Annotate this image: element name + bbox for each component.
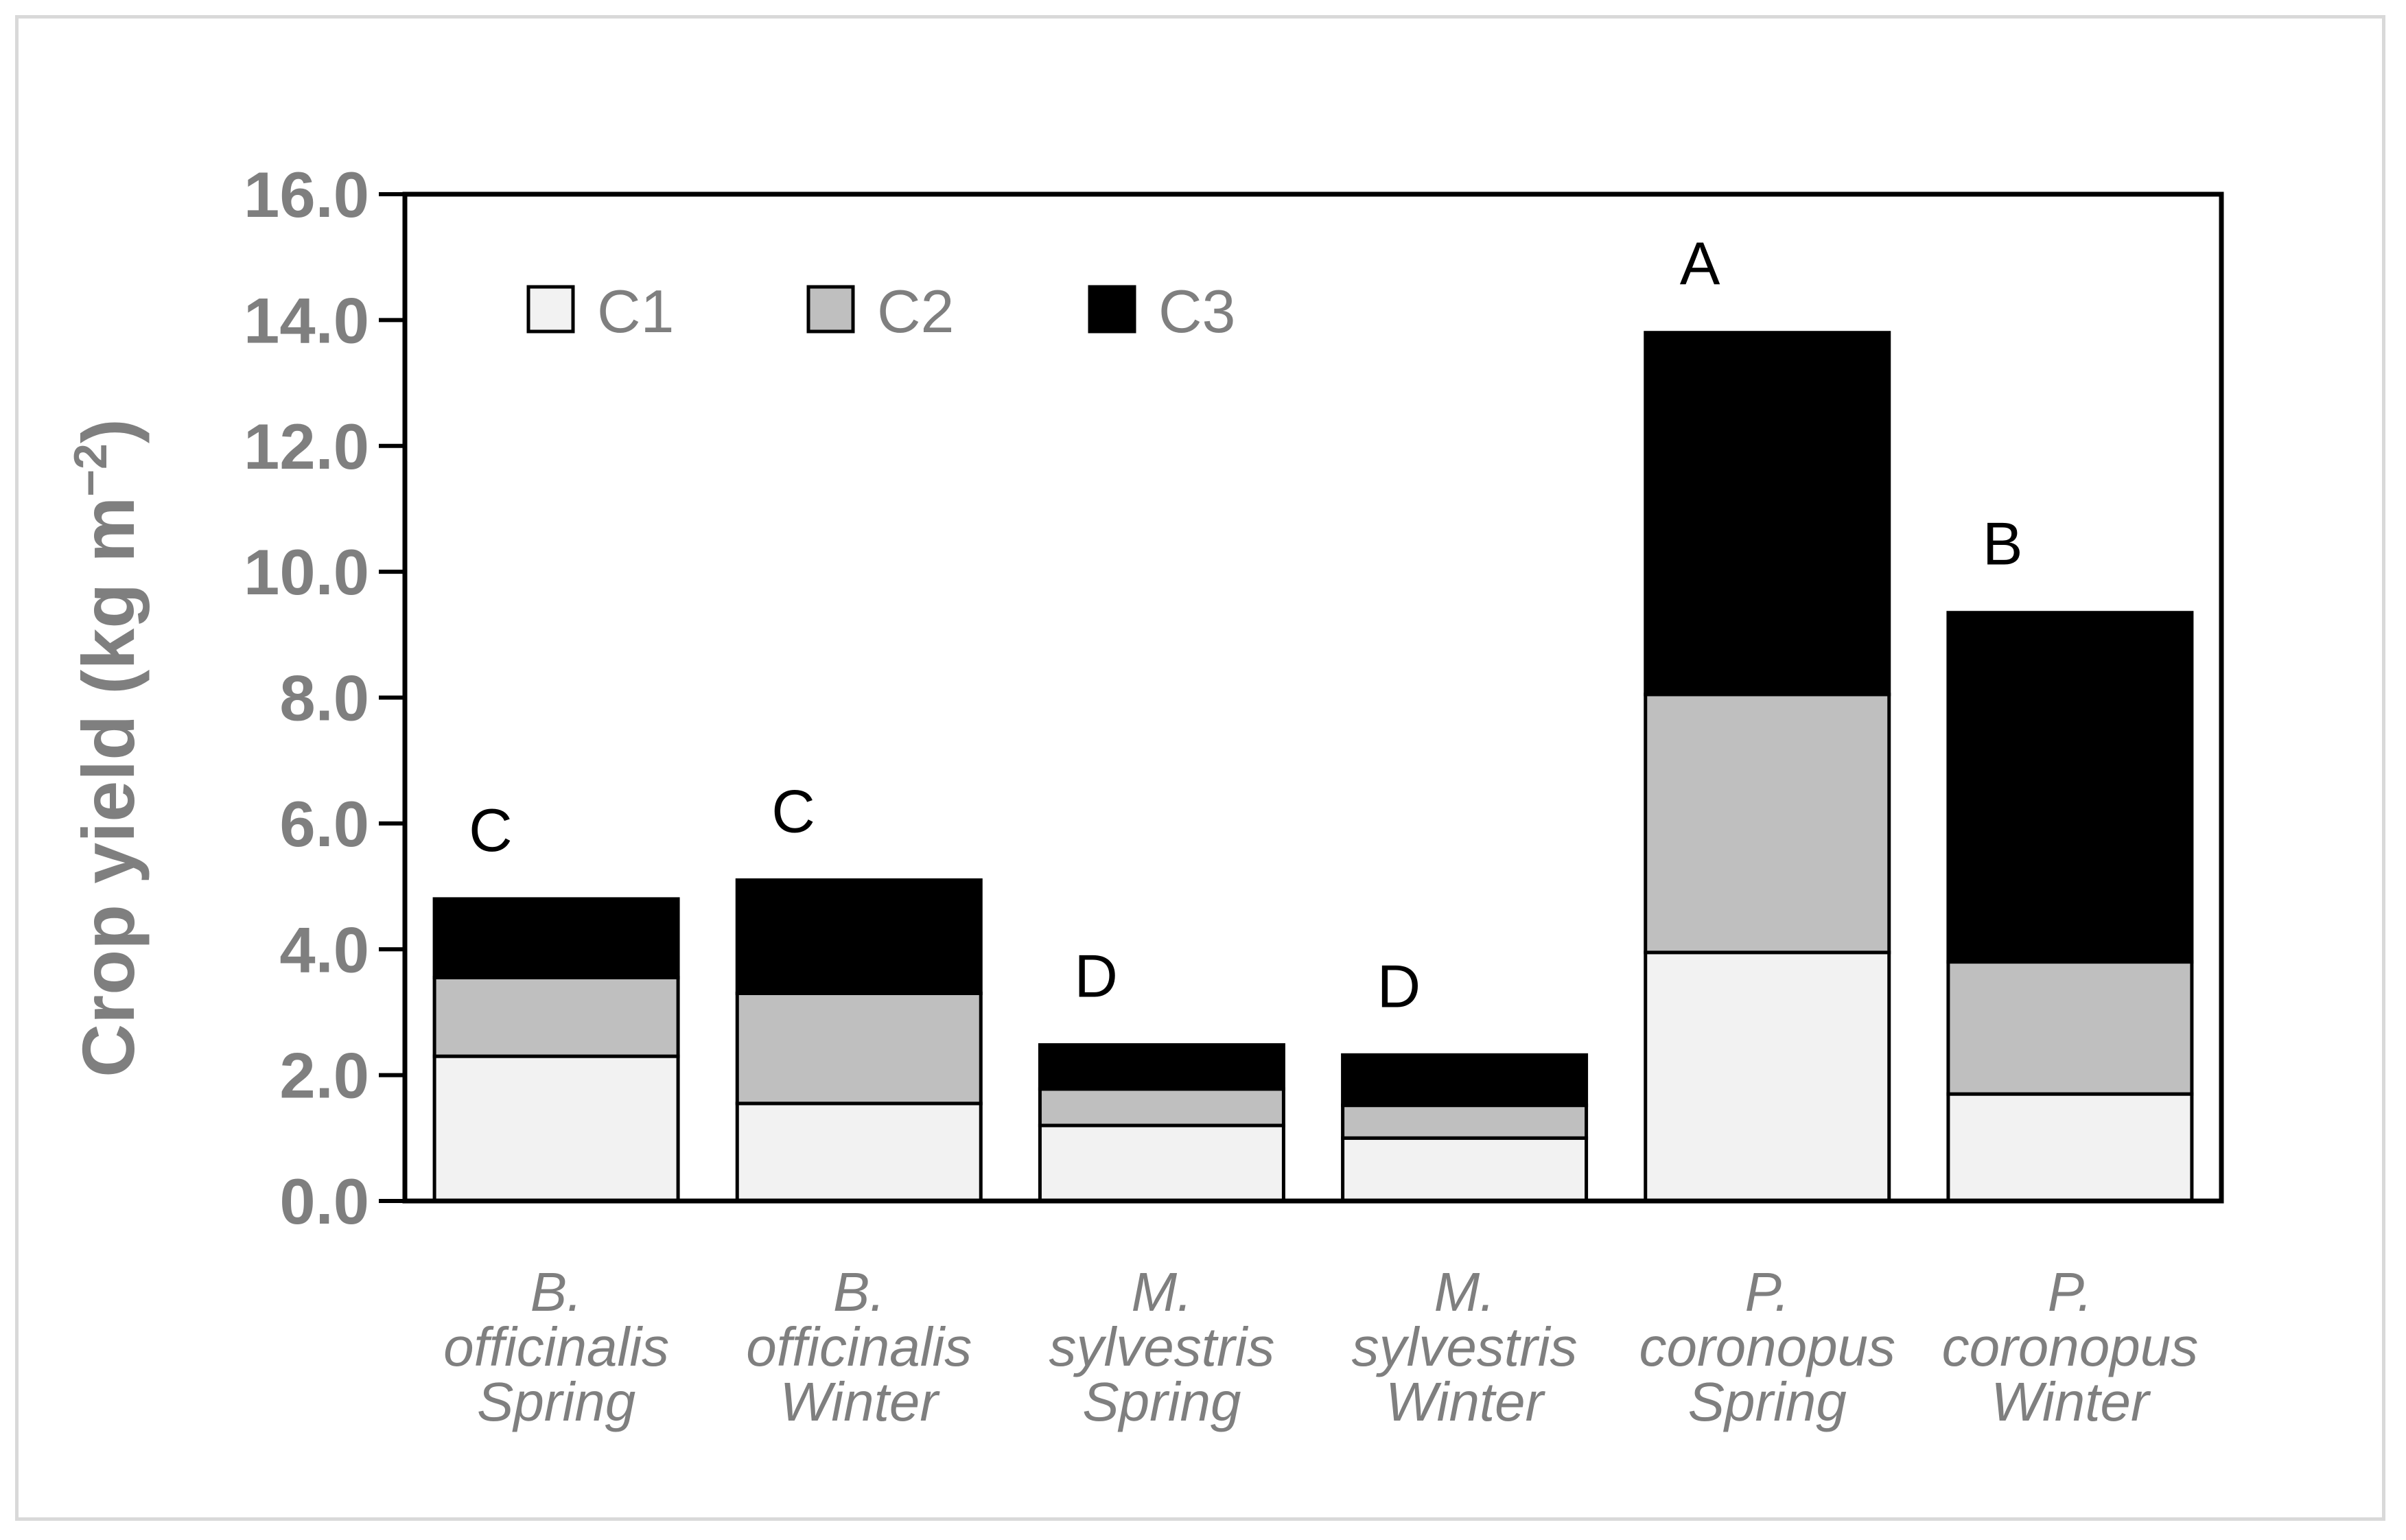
x-category-label: Spring bbox=[477, 1371, 635, 1432]
label-layer: CB.officinalisSpringCB.officinalisWinter… bbox=[443, 230, 2198, 1432]
axis-layer: 0.0 2.0 4.0 6.0 8.0 10.0 12.0 14.0 16.0 bbox=[244, 159, 2224, 1237]
significance-letter: B bbox=[1983, 510, 2023, 578]
legend-label-c2: C2 bbox=[877, 277, 955, 345]
y-tick-label: 12.0 bbox=[244, 410, 369, 482]
significance-letter: C bbox=[771, 777, 815, 845]
y-tick-label: 0.0 bbox=[279, 1165, 369, 1237]
bar-segment-c2 bbox=[1644, 692, 1891, 955]
x-category-label: M. bbox=[1434, 1261, 1495, 1322]
bar-segment-c1 bbox=[1946, 1092, 2194, 1203]
y-axis-title-text: Crop yield (kg m bbox=[67, 497, 150, 1077]
bar-segment-c3 bbox=[1341, 1053, 1589, 1108]
bar-segment-c1 bbox=[432, 1054, 680, 1203]
y-tick-label: 16.0 bbox=[244, 159, 369, 231]
x-category-label: Winter bbox=[780, 1371, 941, 1432]
x-category-label: sylvestris bbox=[1049, 1316, 1274, 1377]
significance-letter: D bbox=[1074, 942, 1118, 1010]
legend-swatch-c1 bbox=[526, 285, 575, 334]
x-category-label: Spring bbox=[1688, 1371, 1847, 1432]
legend-swatch-c3 bbox=[1088, 285, 1136, 334]
y-tick-label: 10.0 bbox=[244, 536, 369, 608]
bar-segment-c3 bbox=[432, 897, 680, 980]
bars-layer bbox=[432, 331, 2194, 1203]
x-category-label: Winter bbox=[1386, 1371, 1546, 1432]
legend-label-c1: C1 bbox=[597, 277, 675, 345]
x-category-label: sylvestris bbox=[1352, 1316, 1578, 1377]
y-tick-label: 6.0 bbox=[279, 788, 369, 860]
significance-letter: C bbox=[469, 796, 513, 864]
legend: C1 C2 C3 bbox=[526, 277, 1236, 345]
y-tick-label: 14.0 bbox=[244, 284, 369, 356]
y-tick-label: 8.0 bbox=[279, 662, 369, 734]
bar-segment-c2 bbox=[1341, 1104, 1589, 1140]
legend-label-c3: C3 bbox=[1158, 277, 1236, 345]
bar-segment-c2 bbox=[735, 991, 983, 1106]
significance-letter: A bbox=[1680, 230, 1720, 298]
bar-segment-c2 bbox=[1038, 1087, 1285, 1128]
bar-segment-c3 bbox=[1038, 1043, 1285, 1091]
bar-segment-c3 bbox=[1946, 611, 2194, 964]
bar-segment-c3 bbox=[735, 878, 983, 995]
bar-segment-c1 bbox=[1644, 950, 1891, 1203]
x-category-label: B. bbox=[833, 1261, 885, 1322]
x-category-label: P. bbox=[2048, 1261, 2092, 1322]
y-tick-label: 4.0 bbox=[279, 913, 369, 985]
bar-segment-c2 bbox=[432, 976, 680, 1058]
y-axis-title: Crop yield (kg m−2) bbox=[65, 419, 150, 1077]
y-tick-label: 2.0 bbox=[279, 1040, 369, 1112]
x-category-label: coronopus bbox=[1942, 1316, 2199, 1377]
x-category-label: Spring bbox=[1082, 1371, 1241, 1432]
bar-segment-c1 bbox=[735, 1101, 983, 1203]
y-axis-title-superscript: −2 bbox=[65, 443, 117, 497]
significance-letter: D bbox=[1377, 952, 1421, 1020]
y-axis-title-close: ) bbox=[67, 419, 150, 443]
legend-swatch-c2 bbox=[806, 285, 855, 334]
x-category-label: coronopus bbox=[1639, 1316, 1895, 1377]
x-category-label: M. bbox=[1131, 1261, 1192, 1322]
bar-segment-c1 bbox=[1341, 1136, 1589, 1203]
x-category-label: Winter bbox=[1991, 1371, 2151, 1432]
bar-segment-c2 bbox=[1946, 960, 2194, 1096]
bar-segment-c3 bbox=[1644, 331, 1891, 697]
bar-segment-c1 bbox=[1038, 1123, 1285, 1203]
x-category-label: P. bbox=[1745, 1261, 1790, 1322]
x-category-label: B. bbox=[530, 1261, 583, 1322]
x-category-label: officinalis bbox=[746, 1316, 972, 1377]
x-category-label: officinalis bbox=[443, 1316, 669, 1377]
